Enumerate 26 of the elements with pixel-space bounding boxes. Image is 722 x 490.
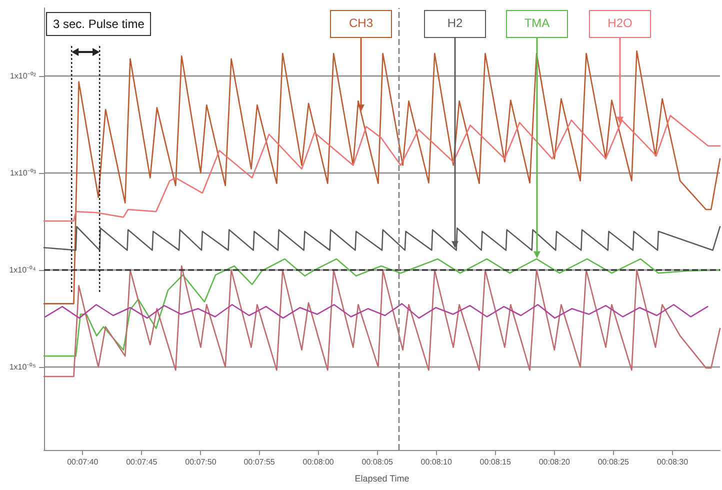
x-tick-label: 00:08:00: [302, 458, 334, 466]
x-tick-label: 00:07:45: [126, 458, 158, 466]
line-series: [43, 265, 721, 378]
line-series: [43, 50, 721, 304]
x-tick-label: 00:07:40: [67, 458, 99, 466]
text: H2O: [589, 10, 651, 38]
line-series: [44, 303, 708, 319]
line-series: [43, 114, 721, 222]
text: TMA: [506, 10, 568, 38]
line-series: [43, 226, 721, 251]
text: CH3: [330, 10, 392, 38]
text: H2: [424, 10, 486, 38]
y-tick-label: 1x10⁻⁰⁵: [9, 362, 36, 372]
x-axis-title: Elapsed Time: [354, 474, 410, 484]
x-tick-label: 00:08:30: [656, 458, 689, 466]
annotation: 3 sec. Pulse time: [46, 12, 152, 36]
y-tick-label: 1x10⁻⁰⁴: [9, 266, 37, 275]
x-tick-label: 00:08:25: [598, 458, 630, 466]
y-tick-label: 1x10⁻⁰²: [10, 71, 36, 80]
y-tick-label: 1x10⁻⁰³: [10, 168, 36, 178]
x-tick-label: 00:08:20: [538, 458, 571, 466]
x-tick-label: 00:07:55: [244, 458, 276, 466]
x-tick-label: 00:07:50: [185, 458, 217, 466]
x-tick-label: 00:08:15: [480, 458, 512, 466]
x-tick-label: 00:08:05: [362, 458, 394, 466]
x-tick-label: 00:08:10: [420, 458, 452, 466]
